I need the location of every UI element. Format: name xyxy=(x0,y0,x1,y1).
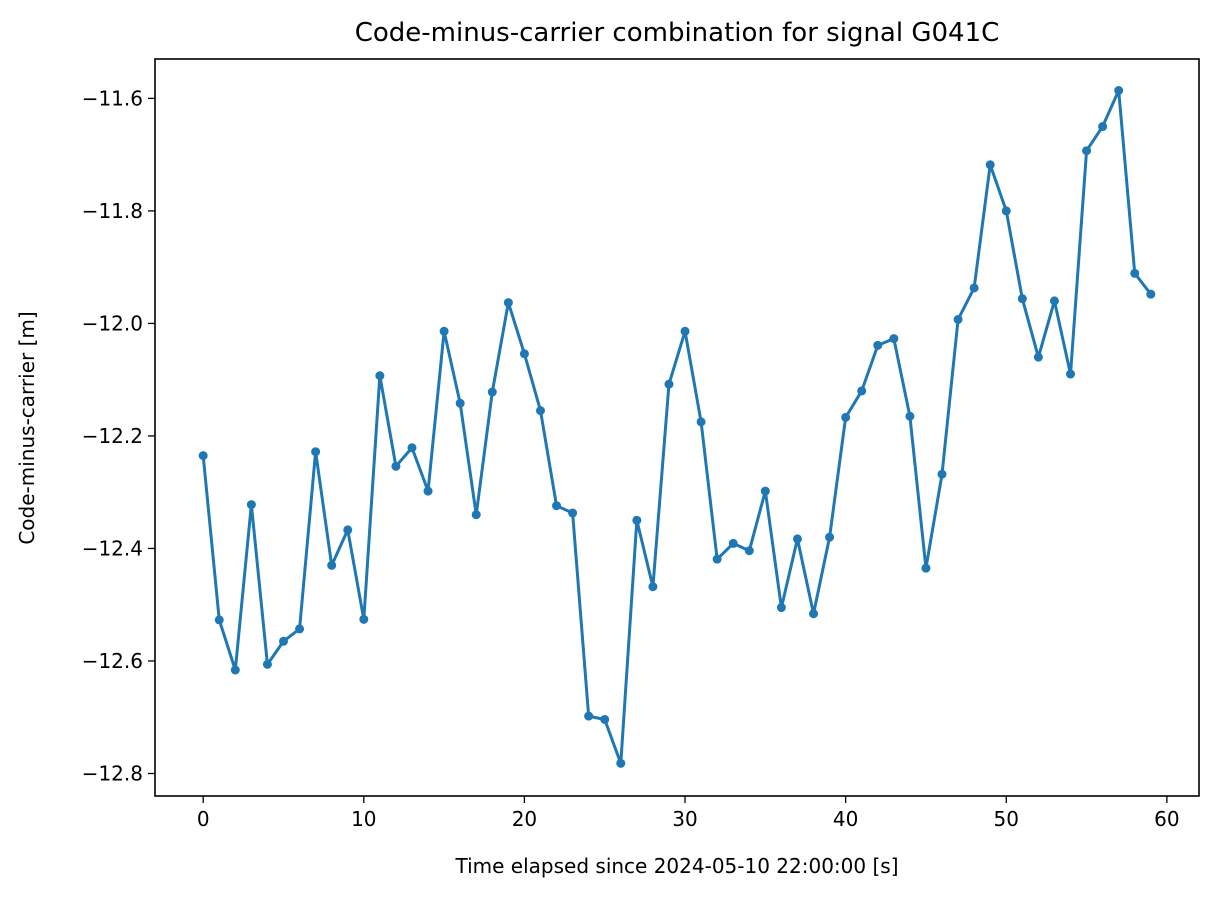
data-point xyxy=(487,387,497,397)
y-axis: −12.8 −12.6 −12.4 −12.2 −12.0 −11.8 −11.6 xyxy=(82,86,155,785)
x-axis: 0 10 20 30 40 50 60 xyxy=(197,796,1180,831)
x-tick-label: 60 xyxy=(1154,807,1179,831)
data-point xyxy=(680,326,690,336)
data-point xyxy=(857,386,867,396)
data-point xyxy=(423,486,433,496)
y-tick-label: −12.6 xyxy=(82,649,143,673)
data-point xyxy=(278,636,288,646)
data-point xyxy=(969,283,979,293)
data-point xyxy=(198,451,208,461)
data-point xyxy=(439,326,449,336)
data-point xyxy=(552,501,562,511)
data-point xyxy=(295,624,305,634)
data-point xyxy=(230,665,240,675)
data-point xyxy=(1033,352,1043,362)
x-tick-label: 30 xyxy=(672,807,697,831)
data-point xyxy=(1049,296,1059,306)
data-point xyxy=(375,371,385,381)
data-point xyxy=(1017,294,1027,304)
data-point xyxy=(889,334,899,344)
data-point xyxy=(1082,146,1092,156)
chart-title: Code-minus-carrier combination for signa… xyxy=(355,18,1000,48)
data-point xyxy=(873,340,883,350)
data-point xyxy=(1130,268,1140,278)
data-point xyxy=(809,609,819,619)
data-point xyxy=(1146,289,1156,299)
data-point xyxy=(905,411,915,421)
y-tick-label: −12.8 xyxy=(82,761,143,785)
data-point xyxy=(825,532,835,542)
data-point xyxy=(503,298,513,308)
data-points xyxy=(198,86,1156,768)
data-point xyxy=(776,603,786,613)
data-point xyxy=(1114,86,1124,96)
data-point xyxy=(712,554,722,564)
y-tick-label: −11.8 xyxy=(82,199,143,223)
data-point xyxy=(535,406,545,416)
y-tick-label: −12.2 xyxy=(82,424,143,448)
data-point xyxy=(744,546,754,556)
series-line xyxy=(201,89,1153,765)
x-tick-label: 10 xyxy=(351,807,376,831)
plot-frame xyxy=(154,58,1200,797)
x-tick-label: 20 xyxy=(512,807,537,831)
data-point xyxy=(616,758,626,768)
data-point xyxy=(407,443,417,453)
data-point xyxy=(311,447,321,457)
data-point xyxy=(359,614,369,624)
data-point xyxy=(214,615,224,625)
data-point xyxy=(664,379,674,389)
data-point xyxy=(792,534,802,544)
data-point xyxy=(632,515,642,525)
x-tick-label: 40 xyxy=(833,807,858,831)
data-point xyxy=(600,714,610,724)
data-point xyxy=(343,525,353,535)
data-point xyxy=(584,711,594,721)
x-tick-label: 50 xyxy=(994,807,1019,831)
data-point xyxy=(246,500,256,510)
x-axis-label: Time elapsed since 2024-05-10 22:00:00 [… xyxy=(455,854,899,878)
x-tick-label: 0 xyxy=(197,807,210,831)
data-point xyxy=(985,160,995,170)
data-point xyxy=(728,538,738,548)
data-point xyxy=(455,398,465,408)
data-point xyxy=(1001,206,1011,216)
data-point xyxy=(953,314,963,324)
data-point xyxy=(391,461,401,471)
y-axis-label: Code-minus-carrier [m] xyxy=(15,311,39,544)
data-point xyxy=(327,560,337,570)
data-point xyxy=(921,563,931,573)
data-point xyxy=(519,349,529,359)
y-tick-label: −11.6 xyxy=(82,86,143,110)
data-point xyxy=(696,417,706,427)
data-point xyxy=(568,508,578,518)
data-point xyxy=(841,412,851,422)
data-point xyxy=(471,510,481,520)
data-point xyxy=(760,486,770,496)
data-point xyxy=(1098,122,1108,132)
data-point xyxy=(937,469,947,479)
y-tick-label: −12.0 xyxy=(82,311,143,335)
data-point xyxy=(1066,369,1076,379)
data-point xyxy=(648,582,658,592)
y-tick-label: −12.4 xyxy=(82,536,143,560)
data-point xyxy=(262,659,272,669)
